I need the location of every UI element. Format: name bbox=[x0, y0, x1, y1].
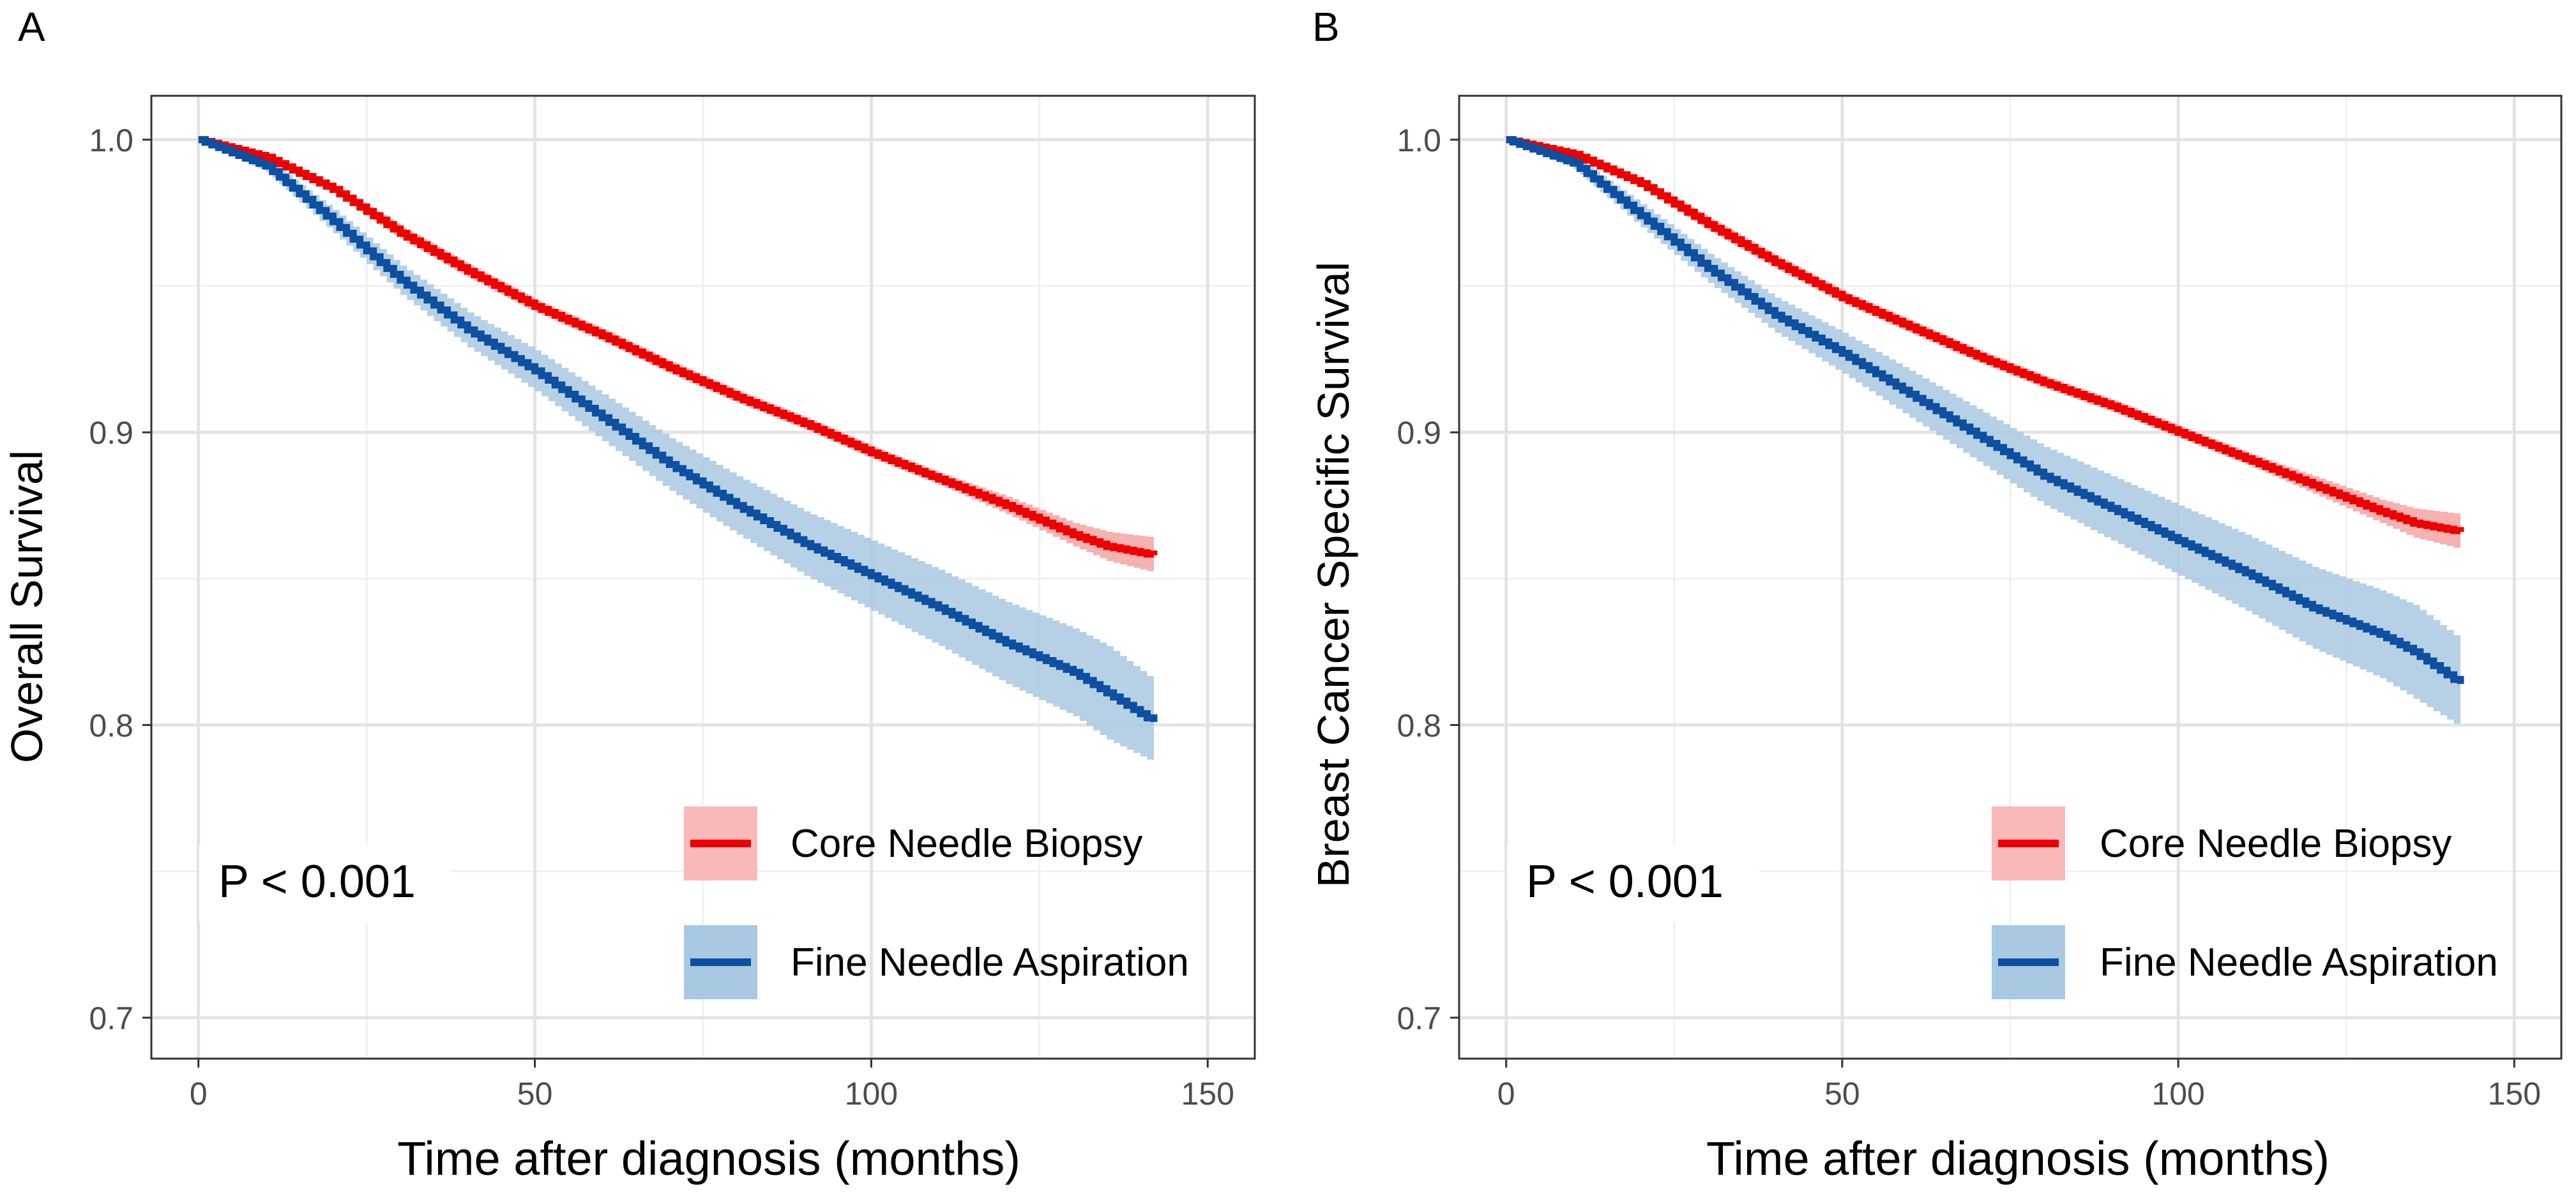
survival-curves bbox=[198, 136, 1158, 722]
survival-curve-cnb bbox=[1506, 136, 2464, 534]
legend-label-fna: Fine Needle Aspiration bbox=[2100, 941, 2498, 985]
panel-b: B 0 50 100 150 0.7 0.8 0.9 1.0 Time after diagn… bbox=[1308, 4, 2563, 1185]
p-value-annotation: P < 0.001 bbox=[218, 856, 416, 907]
p-value-box bbox=[199, 844, 451, 922]
legend: Core Needle Biopsy Fine Needle Aspiratio… bbox=[684, 806, 1189, 999]
p-value-box bbox=[1507, 844, 1759, 922]
x-tick-label: 150 bbox=[1181, 1076, 1234, 1112]
x-tick-label: 0 bbox=[190, 1076, 208, 1112]
panel-label: B bbox=[1312, 4, 1340, 50]
confidence-band-fna bbox=[198, 139, 1154, 764]
legend-label-fna: Fine Needle Aspiration bbox=[791, 941, 1189, 985]
x-tick-label: 50 bbox=[1824, 1076, 1860, 1112]
y-tick-label: 0.8 bbox=[1397, 707, 1441, 743]
y-tick-label: 0.7 bbox=[89, 1001, 133, 1036]
x-tick-label: 100 bbox=[2151, 1076, 2204, 1112]
x-tick-label: 150 bbox=[2488, 1076, 2541, 1112]
axes: 0 50 100 150 0.7 0.8 0.9 1.0 bbox=[89, 94, 1256, 1112]
legend: Core Needle Biopsy Fine Needle Aspiratio… bbox=[1992, 806, 2498, 999]
legend-label-cnb: Core Needle Biopsy bbox=[2100, 822, 2451, 866]
axes: 0 50 100 150 0.7 0.8 0.9 1.0 bbox=[1397, 94, 2563, 1112]
x-axis-label: Time after diagnosis (months) bbox=[397, 1132, 1020, 1185]
legend-label-cnb: Core Needle Biopsy bbox=[791, 822, 1142, 866]
survival-curve-fna bbox=[198, 136, 1158, 722]
survival-curve-cnb bbox=[198, 136, 1158, 558]
panel-label: A bbox=[18, 4, 45, 50]
x-tick-label: 50 bbox=[517, 1076, 553, 1112]
x-tick-label: 0 bbox=[1497, 1076, 1515, 1112]
y-tick-label: 1.0 bbox=[89, 123, 133, 158]
y-axis-label: Breast Cancer Specific Survival bbox=[1308, 262, 1358, 888]
y-tick-label: 0.9 bbox=[89, 415, 133, 451]
survival-curve-fna bbox=[1506, 136, 2464, 684]
grid-lines bbox=[1459, 96, 2561, 1059]
y-tick-label: 0.8 bbox=[89, 707, 133, 743]
y-axis-label: Overall Survival bbox=[2, 450, 52, 763]
survival-curves bbox=[1506, 136, 2464, 684]
y-tick-label: 1.0 bbox=[1397, 123, 1441, 158]
y-tick-label: 0.7 bbox=[1397, 1001, 1441, 1036]
x-axis-label: Time after diagnosis (months) bbox=[1706, 1132, 2330, 1185]
plot-frame bbox=[150, 94, 1256, 1060]
x-tick-label: 100 bbox=[845, 1076, 898, 1112]
panel-a: A 0 50 100 150 0.7 0.8 0.9 1.0 Time after diagn… bbox=[2, 4, 1256, 1185]
plot-frame bbox=[1458, 94, 2563, 1060]
p-value-annotation: P < 0.001 bbox=[1526, 856, 1724, 907]
y-tick-label: 0.9 bbox=[1397, 415, 1441, 451]
